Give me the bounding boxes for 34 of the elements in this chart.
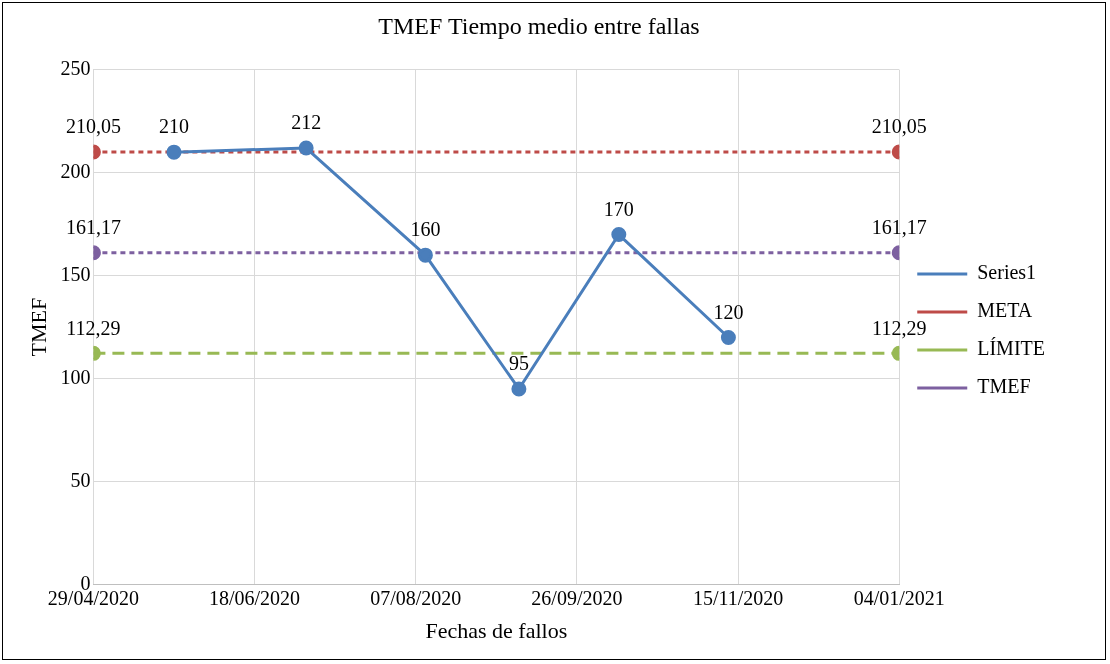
- y-tick-label: 200: [60, 160, 91, 183]
- x-tick-label: 07/08/2020: [370, 586, 462, 609]
- legend-label: TMEF: [977, 375, 1031, 398]
- data-label: 170: [603, 197, 634, 220]
- data-label: 212: [291, 111, 322, 134]
- point: [298, 140, 314, 156]
- data-label: 160: [410, 218, 441, 241]
- data-label: 161,17: [871, 215, 927, 238]
- x-tick-label: 15/11/2020: [692, 586, 784, 609]
- point: [417, 247, 433, 263]
- data-label: 210,05: [871, 115, 927, 138]
- y-axis-title: TMEF: [25, 297, 51, 357]
- legend-label: META: [977, 299, 1033, 322]
- x-tick-label: 18/06/2020: [209, 586, 301, 609]
- y-tick-label: 100: [60, 365, 91, 388]
- data-label: 210: [158, 115, 189, 138]
- legend-label: Series1: [977, 261, 1037, 284]
- data-label: 210,05: [65, 115, 121, 138]
- y-tick-label: 250: [60, 57, 91, 80]
- x-tick-label: 26/09/2020: [531, 586, 623, 609]
- point: [720, 330, 736, 345]
- x-axis-title: Fechas de fallos: [425, 617, 568, 643]
- data-label: 95: [508, 352, 529, 375]
- data-label: 120: [713, 300, 744, 323]
- point: [611, 227, 627, 243]
- data-label: 112,29: [872, 316, 927, 339]
- chart-title: TMEF Tiempo medio entre fallas: [378, 12, 700, 39]
- point: [511, 381, 527, 397]
- y-tick-label: 150: [60, 262, 91, 285]
- data-label: 161,17: [65, 215, 121, 238]
- y-tick-label: 50: [70, 468, 91, 491]
- x-tick-label: 04/01/2021: [853, 586, 945, 609]
- legend-label: LÍMITE: [977, 337, 1046, 360]
- data-label: 112,29: [66, 316, 121, 339]
